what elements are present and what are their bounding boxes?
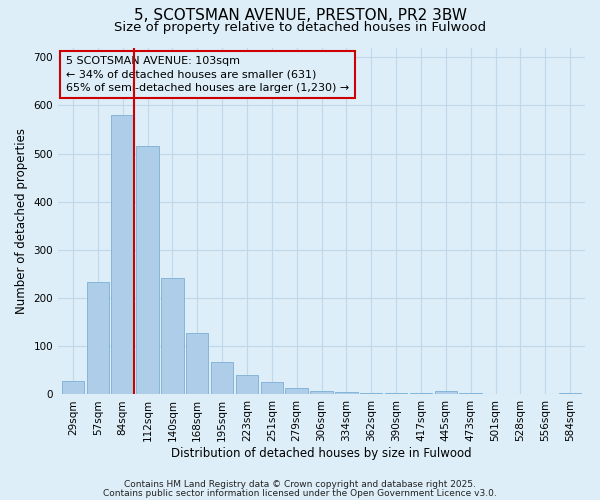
Bar [260, 382, 283, 394]
Bar [385, 393, 407, 394]
Text: 5, SCOTSMAN AVENUE, PRESTON, PR2 3BW: 5, SCOTSMAN AVENUE, PRESTON, PR2 3BW [133, 8, 467, 22]
Bar [112, 115, 134, 394]
Bar [286, 388, 308, 394]
Bar [559, 393, 581, 394]
Bar [211, 362, 233, 394]
Text: Contains public sector information licensed under the Open Government Licence v3: Contains public sector information licen… [103, 488, 497, 498]
X-axis label: Distribution of detached houses by size in Fulwood: Distribution of detached houses by size … [171, 447, 472, 460]
Bar [236, 375, 258, 394]
Bar [136, 146, 159, 394]
Bar [310, 390, 333, 394]
Bar [335, 392, 358, 394]
Bar [434, 390, 457, 394]
Text: Contains HM Land Registry data © Crown copyright and database right 2025.: Contains HM Land Registry data © Crown c… [124, 480, 476, 489]
Bar [186, 333, 208, 394]
Text: Size of property relative to detached houses in Fulwood: Size of property relative to detached ho… [114, 21, 486, 34]
Bar [161, 278, 184, 394]
Text: 5 SCOTSMAN AVENUE: 103sqm
← 34% of detached houses are smaller (631)
65% of semi: 5 SCOTSMAN AVENUE: 103sqm ← 34% of detac… [66, 56, 349, 92]
Bar [62, 381, 84, 394]
Y-axis label: Number of detached properties: Number of detached properties [15, 128, 28, 314]
Bar [360, 392, 382, 394]
Bar [86, 282, 109, 395]
